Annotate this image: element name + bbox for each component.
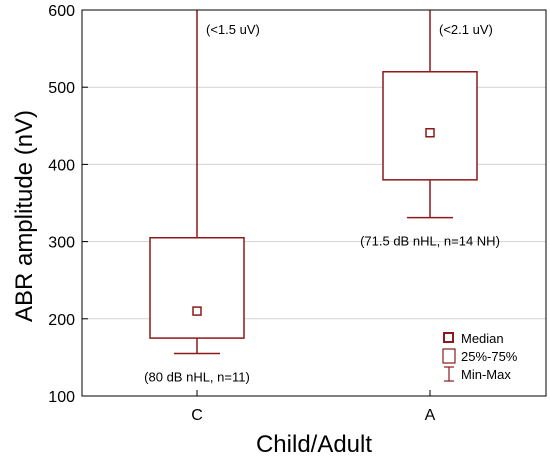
legend-median-icon xyxy=(443,332,454,343)
y-tick-label: 100 xyxy=(48,389,75,406)
box-C: (<1.5 uV) (80 dB nHL, n=11) xyxy=(144,10,260,385)
max-label: (<1.5 uV) xyxy=(206,22,260,37)
median-marker xyxy=(192,306,202,316)
legend-item-median: Median xyxy=(443,331,504,346)
legend-item-box: 25%-75% xyxy=(442,348,518,364)
y-tick-label: 500 xyxy=(48,80,75,97)
box-annotation: (80 dB nHL, n=11) xyxy=(144,370,250,385)
y-tick-label: 200 xyxy=(48,312,75,329)
legend-label: Median xyxy=(461,331,504,346)
y-axis-label: ABR amplitude (nV) xyxy=(11,110,38,322)
plot-frame xyxy=(81,9,547,397)
y-tick-label: 400 xyxy=(48,157,75,174)
legend: Median 25%-75% Min-Max xyxy=(442,331,518,382)
legend-box-icon xyxy=(442,348,456,364)
legend-label: 25%-75% xyxy=(461,349,518,364)
box-A: (<2.1 uV) (71.5 dB nHL, n=14 NH) xyxy=(360,10,500,249)
box-iqr xyxy=(382,71,478,181)
x-axis-label: Child/Adult xyxy=(256,431,372,458)
median-marker xyxy=(425,127,435,138)
x-tick-label: C xyxy=(191,407,203,424)
box-annotation: (71.5 dB nHL, n=14 NH) xyxy=(360,234,500,249)
legend-label: Min-Max xyxy=(461,367,511,382)
box-series: (<1.5 uV) (80 dB nHL, n=11) (<2.1 uV) (71.5… xyxy=(144,10,500,385)
y-tick-label: 300 xyxy=(48,235,75,252)
y-tick-label: 600 xyxy=(48,3,75,20)
axes: 100 200 300 400 500 600 C A xyxy=(48,3,547,424)
box-iqr xyxy=(149,236,245,339)
max-label: (<2.1 uV) xyxy=(439,22,493,37)
x-tick-label: A xyxy=(425,407,436,424)
legend-item-whisker: Min-Max xyxy=(444,366,511,382)
